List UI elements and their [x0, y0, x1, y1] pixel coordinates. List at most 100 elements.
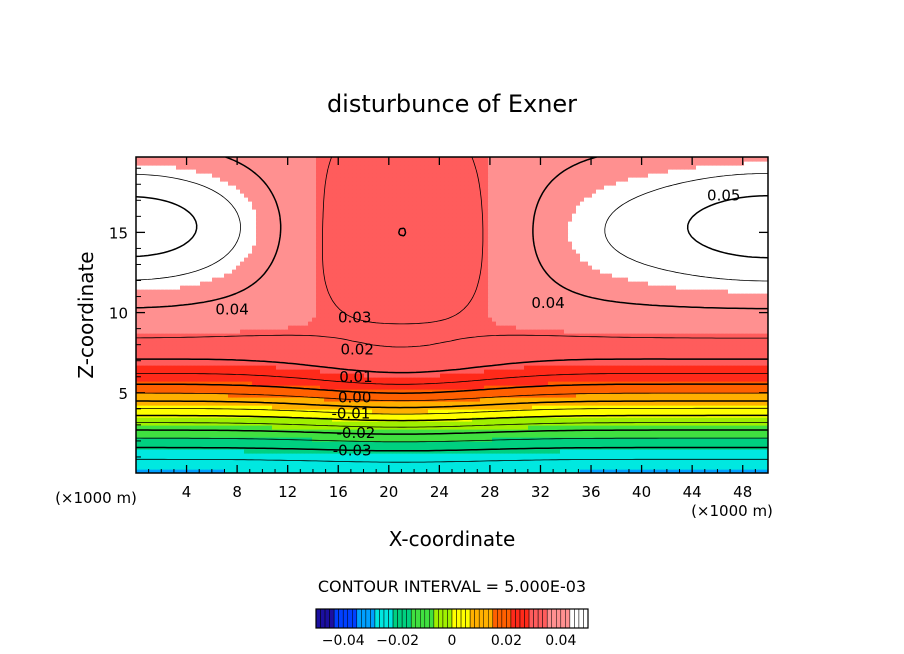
- field-cell: [288, 461, 293, 466]
- field-cell: [636, 349, 641, 354]
- field-cell: [728, 433, 733, 438]
- field-cell: [244, 453, 249, 458]
- field-cell: [328, 349, 333, 354]
- field-cell: [572, 465, 577, 470]
- field-cell: [376, 461, 381, 466]
- field-cell: [176, 441, 181, 446]
- field-cell: [724, 377, 729, 382]
- field-cell: [468, 461, 473, 466]
- field-cell: [168, 437, 173, 442]
- field-cell: [668, 369, 673, 374]
- field-cell: [596, 421, 601, 426]
- field-cell: [296, 417, 301, 422]
- field-cell: [172, 381, 177, 386]
- field-cell: [256, 457, 261, 462]
- field-cell: [720, 373, 725, 378]
- field-cell: [460, 449, 465, 454]
- field-cell: [716, 405, 721, 410]
- field-cell: [372, 457, 377, 462]
- field-cell: [340, 365, 345, 370]
- field-cell: [512, 461, 517, 466]
- field-cell: [340, 369, 345, 374]
- field-cell: [712, 381, 717, 386]
- field-cell: [580, 453, 585, 458]
- field-cell: [404, 409, 409, 414]
- field-cell: [464, 361, 469, 366]
- field-cell: [316, 421, 321, 426]
- field-cell: [456, 353, 461, 358]
- field-cell: [724, 349, 729, 354]
- field-cell: [424, 389, 429, 394]
- field-cell: [596, 461, 601, 466]
- field-cell: [512, 377, 517, 382]
- field-cell: [748, 401, 753, 406]
- field-cell: [348, 377, 353, 382]
- field-cell: [600, 433, 605, 438]
- field-cell: [180, 397, 185, 402]
- field-cell: [348, 413, 353, 418]
- field-cell: [144, 441, 149, 446]
- field-cell: [676, 433, 681, 438]
- field-cell: [456, 437, 461, 442]
- field-cell: [176, 345, 181, 350]
- field-cell: [368, 437, 373, 442]
- field-cell: [220, 345, 225, 350]
- field-cell: [268, 453, 273, 458]
- field-cell: [524, 353, 529, 358]
- field-cell: [344, 373, 349, 378]
- field-cell: [708, 469, 713, 473]
- field-cell: [568, 385, 573, 390]
- field-cell: [384, 377, 389, 382]
- field-cell: [184, 421, 189, 426]
- field-cell: [212, 441, 217, 446]
- field-cell: [476, 357, 481, 362]
- field-cell: [488, 401, 493, 406]
- field-cell: [604, 465, 609, 470]
- field-cell: [460, 397, 465, 402]
- field-cell: [420, 437, 425, 442]
- field-cell: [228, 393, 233, 398]
- field-cell: [544, 353, 549, 358]
- field-cell: [740, 393, 745, 398]
- field-cell: [748, 417, 753, 422]
- field-cell: [628, 353, 633, 358]
- field-cell: [312, 449, 317, 454]
- field-cell: [740, 397, 745, 402]
- field-cell: [140, 353, 145, 358]
- field-cell: [404, 389, 409, 394]
- field-cell: [192, 373, 197, 378]
- field-cell: [144, 425, 149, 430]
- field-cell: [636, 401, 641, 406]
- field-cell: [380, 377, 385, 382]
- field-cell: [712, 437, 717, 442]
- field-cell: [300, 405, 305, 410]
- field-cell: [548, 389, 553, 394]
- field-cell: [372, 417, 377, 422]
- field-cell: [396, 397, 401, 402]
- field-cell: [724, 437, 729, 442]
- field-cell: [156, 429, 161, 434]
- field-cell: [140, 393, 145, 398]
- field-cell: [448, 457, 453, 462]
- field-cell: [340, 413, 345, 418]
- field-cell: [636, 373, 641, 378]
- field-cell: [352, 413, 357, 418]
- field-cell: [508, 345, 513, 350]
- field-cell: [232, 437, 237, 442]
- field-cell: [692, 417, 697, 422]
- field-cell: [272, 469, 277, 473]
- field-cell: [492, 397, 497, 402]
- field-cell: [504, 389, 509, 394]
- field-cell: [624, 373, 629, 378]
- field-cell: [256, 449, 261, 454]
- field-cell: [348, 437, 353, 442]
- field-cell: [640, 441, 645, 446]
- field-cell: [736, 353, 741, 358]
- field-cell: [472, 381, 477, 386]
- field-cell: [520, 381, 525, 386]
- field-cell: [444, 377, 449, 382]
- field-cell: [308, 437, 313, 442]
- field-cell: [216, 393, 221, 398]
- field-cell: [316, 405, 321, 410]
- field-cell: [432, 345, 437, 350]
